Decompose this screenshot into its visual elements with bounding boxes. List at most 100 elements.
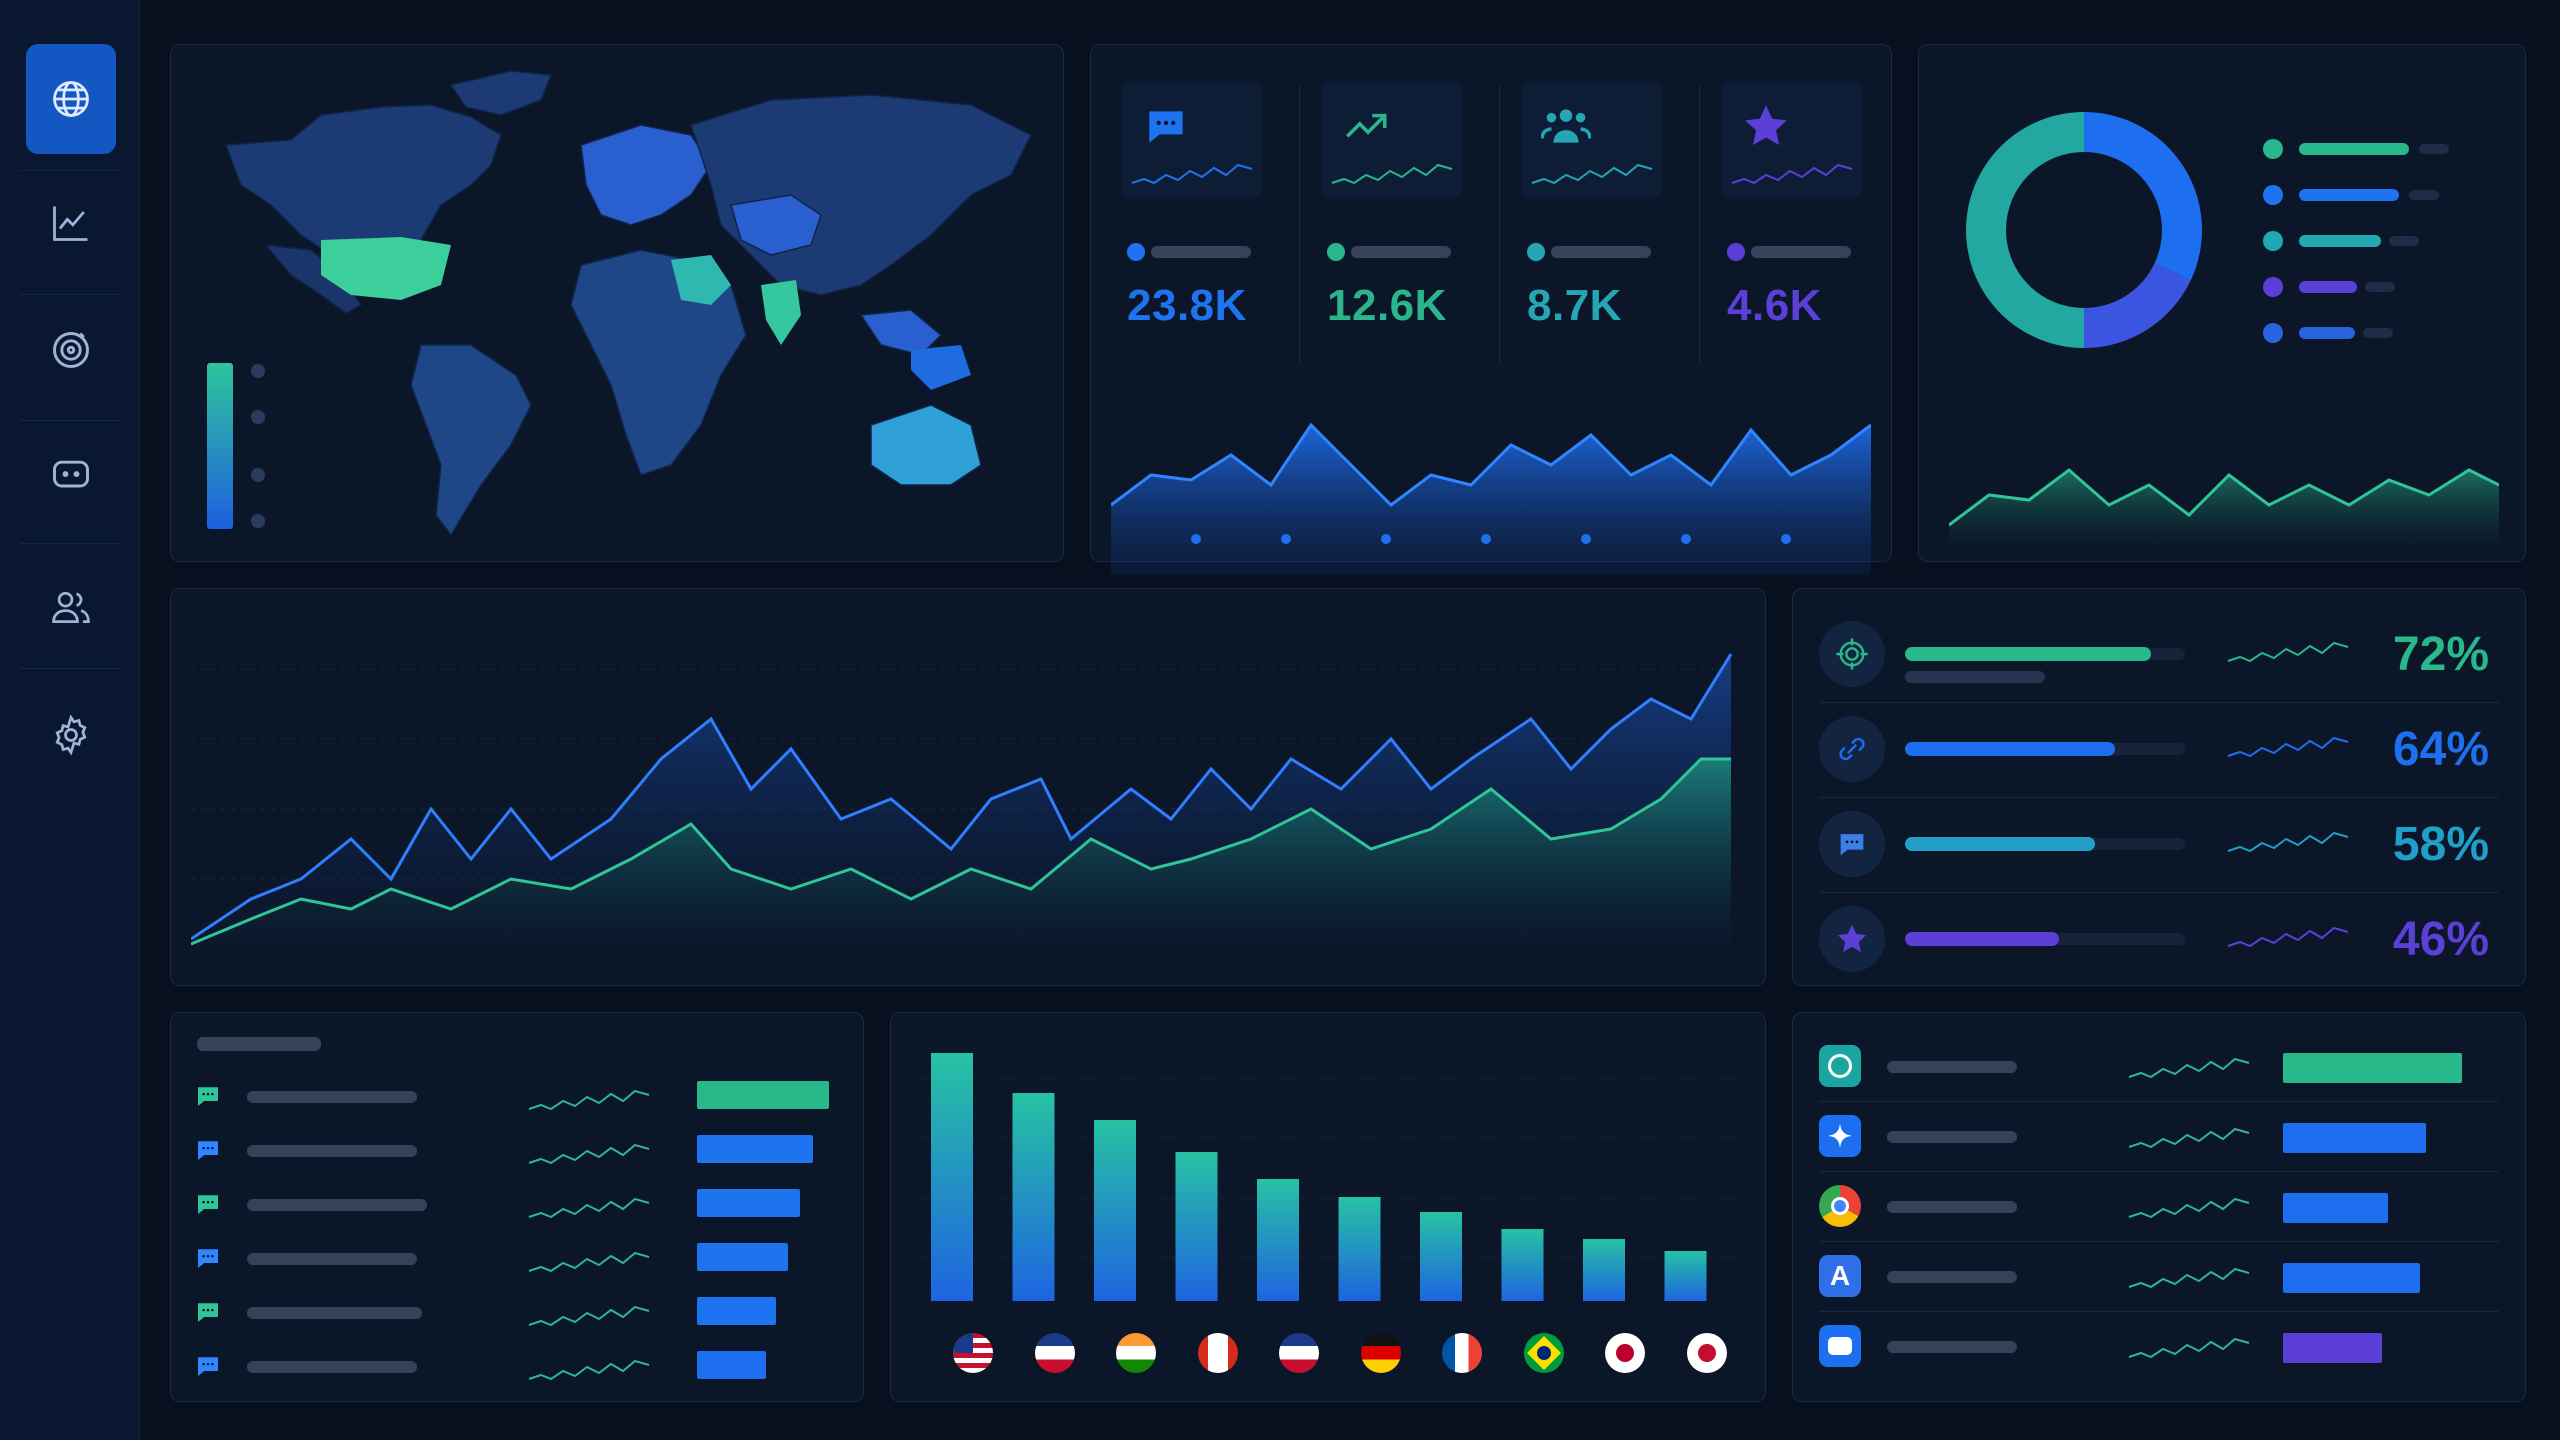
- list-item[interactable]: [171, 1073, 865, 1123]
- country-bar[interactable]: [1175, 1152, 1218, 1301]
- list-item[interactable]: [171, 1235, 865, 1285]
- sidebar-item-users[interactable]: [26, 552, 116, 662]
- flag-emblem: [1697, 1344, 1716, 1362]
- kpi-card[interactable]: 12.6K: [1311, 65, 1501, 385]
- chat-icon: [198, 1249, 218, 1268]
- kpi-label-placeholder: [1551, 246, 1651, 258]
- app-label-placeholder: [1887, 1061, 2017, 1073]
- chat-icon: [198, 1195, 218, 1214]
- legend-dot: [2263, 185, 2283, 205]
- trend-up-icon: [1345, 113, 1387, 138]
- map-legend-scale: [207, 363, 233, 529]
- app-bar: [2283, 1263, 2420, 1293]
- list-label-placeholder: [247, 1307, 422, 1319]
- flag-in-icon: [1116, 1333, 1156, 1373]
- kpi-card[interactable]: 8.7K: [1511, 65, 1701, 385]
- app-row[interactable]: [1793, 1033, 2527, 1102]
- kpi-divider: [1299, 85, 1300, 365]
- panel-title-placeholder: [197, 1037, 321, 1051]
- metric-sparkline: [2227, 926, 2349, 948]
- kpi-dot: [1327, 243, 1345, 261]
- legend-dot: [2263, 323, 2283, 343]
- list-item[interactable]: [171, 1181, 865, 1231]
- metric-row[interactable]: 72%: [1793, 609, 2527, 703]
- country-bar[interactable]: [1094, 1120, 1136, 1301]
- sidebar-item-settings[interactable]: [26, 680, 116, 790]
- country-bar[interactable]: [1257, 1179, 1299, 1301]
- list-sparkline: [528, 1089, 650, 1111]
- map-region-highlight[interactable]: [321, 237, 451, 300]
- sidebar-item-targets[interactable]: [26, 295, 116, 405]
- kpi-label-placeholder: [1351, 246, 1451, 258]
- star-icon: [1745, 105, 1787, 145]
- metric-icon-circle: [1819, 716, 1885, 782]
- app-row[interactable]: [1793, 1173, 2527, 1242]
- target-icon: [53, 332, 89, 368]
- donut-legend: [2263, 139, 2449, 343]
- sidebar-item-analytics[interactable]: [26, 168, 116, 278]
- chat-icon: [198, 1303, 218, 1322]
- sidebar-item-globe[interactable]: [26, 44, 116, 154]
- kpi-icon-box: [1521, 81, 1661, 199]
- app-row[interactable]: A: [1793, 1243, 2527, 1312]
- metric-value: 64%: [2392, 723, 2489, 776]
- target-icon: [1836, 638, 1868, 670]
- metric-row[interactable]: 64%: [1793, 704, 2527, 798]
- row-divider: [1819, 1101, 2499, 1102]
- metric-row[interactable]: 46%: [1793, 894, 2527, 984]
- country-bar[interactable]: [1664, 1251, 1707, 1301]
- openai-icon: [1819, 1045, 1861, 1087]
- list-item[interactable]: [171, 1289, 865, 1339]
- world-map-panel: [170, 44, 1064, 562]
- list-item[interactable]: [171, 1343, 865, 1393]
- list-sparkline: [528, 1251, 650, 1273]
- app-bar: [2283, 1193, 2388, 1223]
- app-label-placeholder: [1887, 1271, 2017, 1283]
- app-row[interactable]: [1793, 1313, 2527, 1379]
- list-sparkline: [528, 1359, 650, 1381]
- chat-icon: [198, 1141, 218, 1160]
- gemini-icon: ✦: [1819, 1115, 1861, 1157]
- kpi-card[interactable]: 4.6K: [1711, 65, 1901, 385]
- country-bar[interactable]: [1420, 1212, 1462, 1301]
- metric-bar: [1905, 742, 2115, 756]
- list-bar: [697, 1243, 788, 1271]
- list-item[interactable]: [171, 1127, 865, 1177]
- kpi-sparkline: [1131, 163, 1253, 185]
- metric-row[interactable]: 58%: [1793, 799, 2527, 893]
- flag-de-icon: [1360, 1333, 1401, 1373]
- row-divider: [1819, 1311, 2499, 1312]
- openai-ring: [1828, 1054, 1852, 1078]
- donut-segment[interactable]: [2084, 263, 2191, 348]
- flag-gb-icon: [1034, 1333, 1075, 1373]
- apps-panel: ✦ A: [1792, 1012, 2526, 1402]
- legend-dot: [2263, 231, 2283, 251]
- country-bar[interactable]: [1583, 1239, 1625, 1301]
- kpi-card[interactable]: 23.8K: [1111, 65, 1301, 385]
- star-icon: [1837, 924, 1867, 952]
- country-bar[interactable]: [1338, 1197, 1381, 1301]
- robot-icon: [1819, 1325, 1861, 1367]
- sidebar: [0, 0, 140, 1440]
- list-label-placeholder: [247, 1199, 427, 1211]
- row-divider: [1819, 702, 2499, 703]
- metric-icon-circle: [1819, 621, 1885, 687]
- metric-sparkline: [2227, 831, 2349, 853]
- list-label-placeholder: [247, 1253, 417, 1265]
- country-bar[interactable]: [1501, 1229, 1544, 1301]
- legend-dot: [2263, 277, 2283, 297]
- trend-chart-panel: [170, 588, 1766, 986]
- kpi-dot: [1727, 243, 1745, 261]
- sidebar-item-messages[interactable]: [26, 420, 116, 530]
- flag-emblem: [1616, 1344, 1634, 1362]
- users-icon: [1541, 109, 1591, 143]
- app-sparkline: [2128, 1197, 2250, 1219]
- flag-fr-icon: [1442, 1333, 1482, 1373]
- country-bar[interactable]: [931, 1053, 973, 1301]
- chat-bubble-icon: [1149, 111, 1183, 143]
- donut-segment[interactable]: [1966, 112, 2084, 348]
- list-label-placeholder: [247, 1091, 417, 1103]
- country-bar[interactable]: [1012, 1093, 1055, 1301]
- app-row[interactable]: ✦: [1793, 1103, 2527, 1172]
- donut-segment[interactable]: [2084, 112, 2202, 281]
